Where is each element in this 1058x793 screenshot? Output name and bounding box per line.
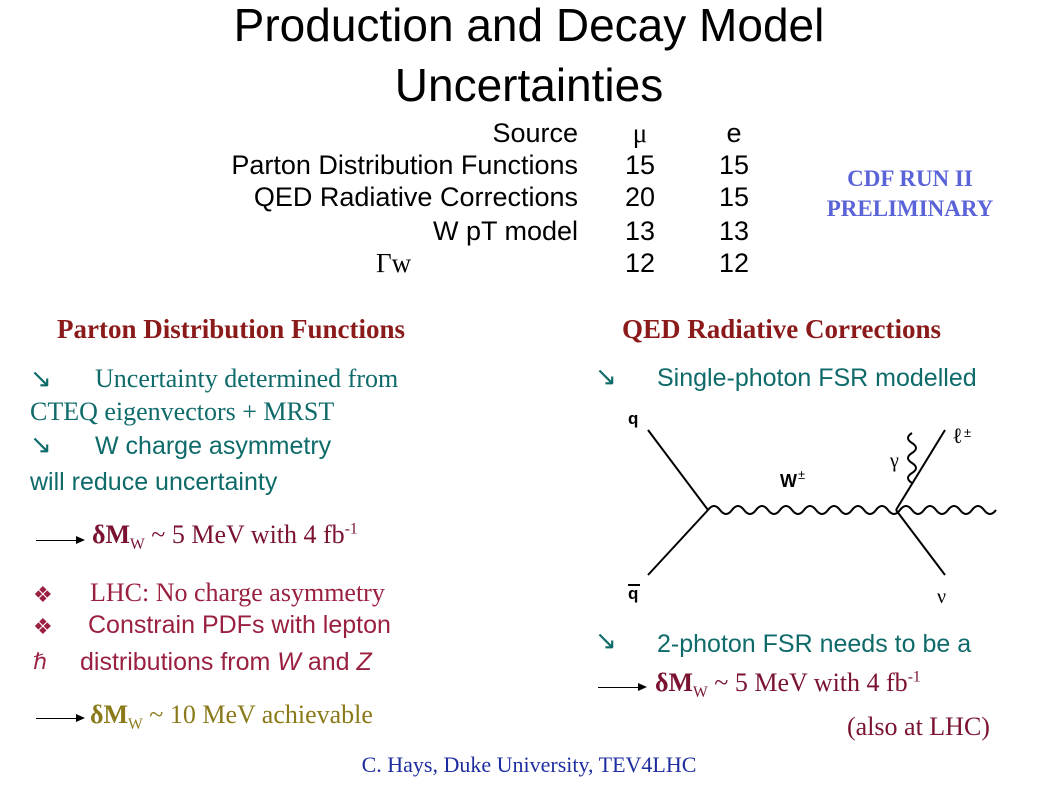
- result-sub: W: [693, 684, 708, 702]
- result-prefix: δM: [90, 700, 129, 729]
- quark-label: q: [628, 409, 638, 428]
- photon-line: [907, 432, 917, 484]
- lhc-line1: LHC: No charge asymmetry: [90, 578, 385, 607]
- hash-bullet-icon: ℏ: [33, 649, 47, 674]
- badge-line1: CDF RUN II: [847, 166, 973, 191]
- badge-line2: PRELIMINARY: [826, 196, 994, 221]
- pdf-bullet2-line1: W charge asymmetry: [95, 432, 332, 460]
- lhc-line2: Constrain PDFs with lepton: [88, 611, 391, 639]
- table-row-source: Parton Distribution Functions: [231, 150, 578, 180]
- table-row-source: W pT model: [432, 216, 578, 246]
- neutrino-label: ν: [937, 586, 946, 608]
- arrow-line: [36, 540, 78, 541]
- arrow-head: [76, 536, 85, 544]
- table-row-e: 15: [718, 150, 750, 180]
- w-label: W: [780, 471, 797, 491]
- lhc-line3-z: Z: [356, 648, 372, 676]
- arrow-line: [36, 718, 78, 719]
- result-prefix: δM: [655, 668, 694, 697]
- antiquark-label: q: [628, 584, 638, 603]
- result-text: ~ 5 MeV with 4 fb: [707, 668, 908, 697]
- bullet-icon: ↘: [30, 364, 52, 393]
- table-row-e: 15: [718, 182, 750, 212]
- bullet-icon: ↘: [30, 430, 52, 459]
- result-sup: -1: [907, 668, 921, 686]
- qed-bullet2: 2-photon FSR needs to be a: [657, 630, 972, 658]
- photon-label: γ: [889, 450, 899, 472]
- pdf-result2: δMW ~ 10 MeV achievable: [90, 700, 373, 734]
- table-row-mu: 13: [624, 216, 656, 246]
- qed-result: δMW ~ 5 MeV with 4 fb-1: [655, 668, 921, 702]
- footer-credit: C. Hays, Duke University, TEV4LHC: [361, 752, 697, 777]
- table-row-source: QED Radiative Corrections: [253, 182, 578, 212]
- pdf-bullet2-line2: will reduce uncertainty: [30, 468, 278, 496]
- pdf-heading: Parton Distribution Functions: [57, 314, 406, 344]
- qed-heading: QED Radiative Corrections: [622, 314, 941, 344]
- table-header-mu: μ: [632, 118, 648, 148]
- pdf-bullet1-line1: Uncertainty determined from: [95, 364, 399, 393]
- w-charge-label: ±: [798, 467, 805, 482]
- result-text: ~ 5 MeV with 4 fb: [144, 520, 345, 549]
- result-sup: -1: [344, 520, 358, 538]
- feynman-diagram: q q W ± γ ℓ ± ν: [628, 409, 997, 608]
- page-title-line2: Uncertainties: [394, 59, 664, 111]
- table-row-mu: 20: [624, 182, 656, 212]
- lhc-line3-a: distributions from: [80, 648, 278, 676]
- diamond-bullet-icon: ❖: [33, 614, 53, 639]
- table-header-e: e: [726, 118, 742, 148]
- arrow-line: [598, 687, 640, 688]
- lhc-line3-b: and: [300, 648, 357, 676]
- preliminary-badge: CDF RUN II PRELIMINARY: [790, 164, 1030, 224]
- lhc-line3-w: W: [277, 648, 301, 676]
- table-header-source: Source: [492, 118, 578, 148]
- qed-note: (also at LHC): [847, 712, 990, 741]
- lepton-line: [895, 429, 946, 511]
- lepton-label: ℓ: [952, 423, 963, 448]
- result-text: ~ 10 MeV achievable: [142, 700, 373, 729]
- diamond-bullet-icon: ❖: [33, 582, 53, 607]
- result-prefix: δM: [92, 520, 131, 549]
- arrow-head: [76, 714, 85, 722]
- lepton-charge-label: ±: [964, 425, 971, 440]
- table-row-source: Γw: [376, 248, 412, 278]
- quark-line: [647, 429, 709, 511]
- table-row-mu: 12: [624, 248, 656, 278]
- table-row-e: 13: [718, 216, 750, 246]
- antiquark-line: [647, 509, 709, 576]
- w-boson-line: [707, 505, 997, 515]
- result-sub: W: [128, 716, 143, 734]
- page-title-line1: Production and Decay Model: [233, 0, 825, 51]
- neutrino-line: [895, 509, 946, 576]
- pdf-result1: δMW ~ 5 MeV with 4 fb-1: [92, 520, 358, 554]
- arrow-head: [638, 683, 647, 691]
- bullet-icon: ↘: [595, 626, 617, 655]
- qed-bullet1: Single-photon FSR modelled: [657, 364, 977, 392]
- result-sub: W: [130, 536, 145, 554]
- table-row-e: 12: [718, 248, 750, 278]
- pdf-bullet1-line2: CTEQ eigenvectors + MRST: [30, 397, 335, 426]
- lhc-line3: distributions from W and Z: [80, 648, 372, 677]
- bullet-icon: ↘: [595, 362, 617, 391]
- table-row-mu: 15: [624, 150, 656, 180]
